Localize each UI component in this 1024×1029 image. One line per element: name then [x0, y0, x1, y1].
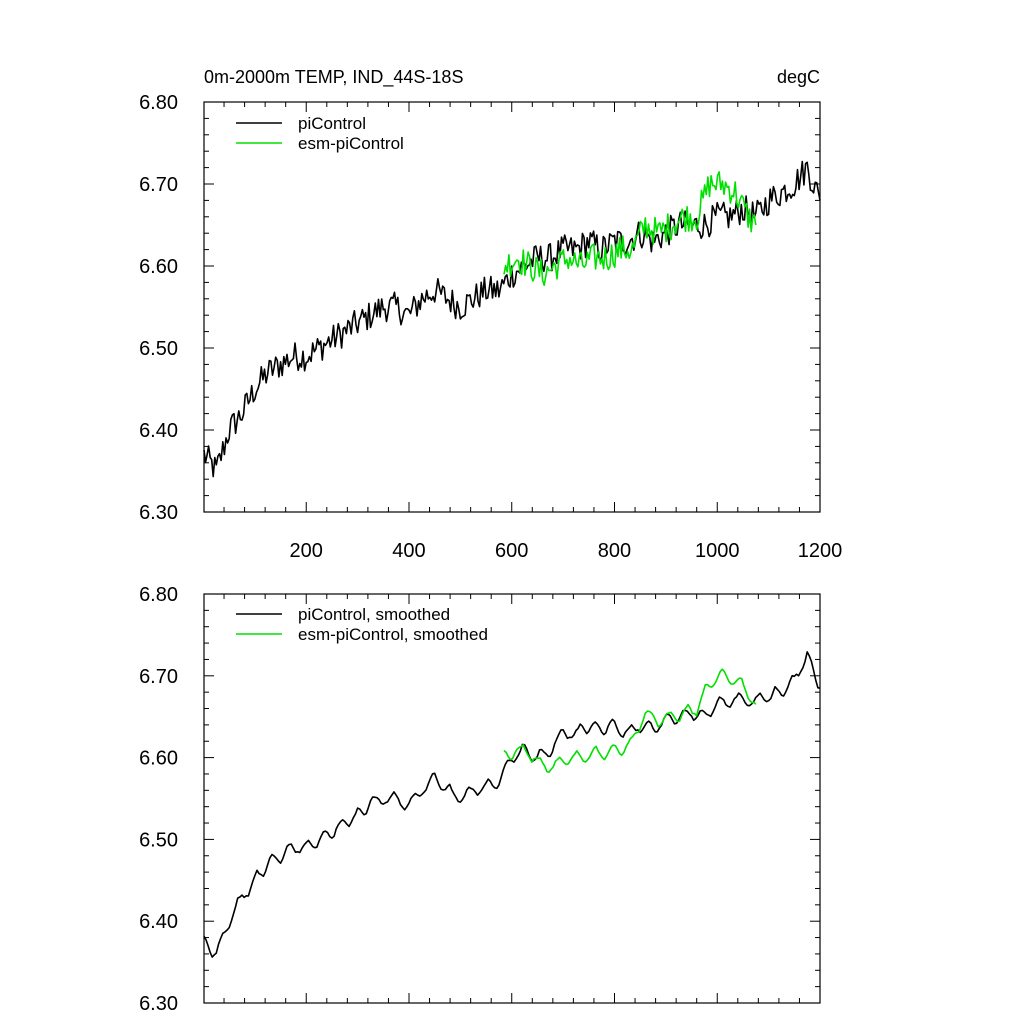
series-group — [203, 651, 821, 958]
x-tick-label: 1200 — [798, 540, 843, 562]
y-tick-label: 6.30 — [139, 502, 178, 524]
y-tick-label: 6.80 — [139, 584, 178, 606]
legend-label-esm-picontrol-smoothed: esm-piControl, smoothed — [298, 625, 488, 644]
y-tick-label: 6.80 — [139, 92, 178, 114]
panel-frame: 6.30 6.40 6.50 6.60 6.70 6.80 200 400 600 800 1000… — [139, 92, 842, 562]
y-tick-label: 6.40 — [139, 420, 178, 442]
legend-label-esm-picontrol: esm-piControl — [298, 134, 404, 153]
x-tick-label: 600 — [495, 540, 528, 562]
series-line-esm-picontrol-smoothed — [503, 668, 757, 773]
y-tick-label: 6.60 — [139, 256, 178, 278]
series-line-picontrol-smoothed — [203, 651, 821, 958]
legend: piControl esm-piControl — [236, 114, 404, 153]
chart-title: 0m-2000m TEMP, IND_44S-18S — [204, 67, 463, 88]
plot-frame — [203, 593, 821, 1004]
y-tick-label: 6.70 — [139, 174, 178, 196]
units-label: degC — [777, 67, 820, 87]
series-group — [203, 160, 821, 478]
panel-frame: 6.30 6.40 6.50 6.60 6.70 6.80 — [139, 584, 821, 1015]
x-tick-label: 200 — [290, 540, 323, 562]
y-tick-label: 6.30 — [139, 993, 178, 1015]
legend-label-picontrol: piControl — [298, 114, 366, 133]
y-tick-label: 6.70 — [139, 666, 178, 688]
series-line-esm-picontrol — [503, 171, 757, 286]
top-panel: 0m-2000m TEMP, IND_44S-18S degC 6.30 6.40… — [139, 67, 842, 562]
y-tick-label: 6.50 — [139, 338, 178, 360]
y-tick-label: 6.50 — [139, 829, 178, 851]
bottom-panel: 6.30 6.40 6.50 6.60 6.70 6.80 piControl, smoo… — [139, 584, 821, 1015]
x-tick-label: 800 — [598, 540, 631, 562]
legend-label-picontrol-smoothed: piControl, smoothed — [298, 605, 450, 624]
x-tick-label: 1000 — [695, 540, 740, 562]
plot-frame — [203, 101, 821, 513]
y-tick-label: 6.60 — [139, 748, 178, 770]
series-line-picontrol — [203, 160, 821, 478]
y-tick-label: 6.40 — [139, 911, 178, 933]
x-tick-label: 400 — [392, 540, 425, 562]
legend: piControl, smoothed esm-piControl, smoot… — [236, 605, 488, 644]
